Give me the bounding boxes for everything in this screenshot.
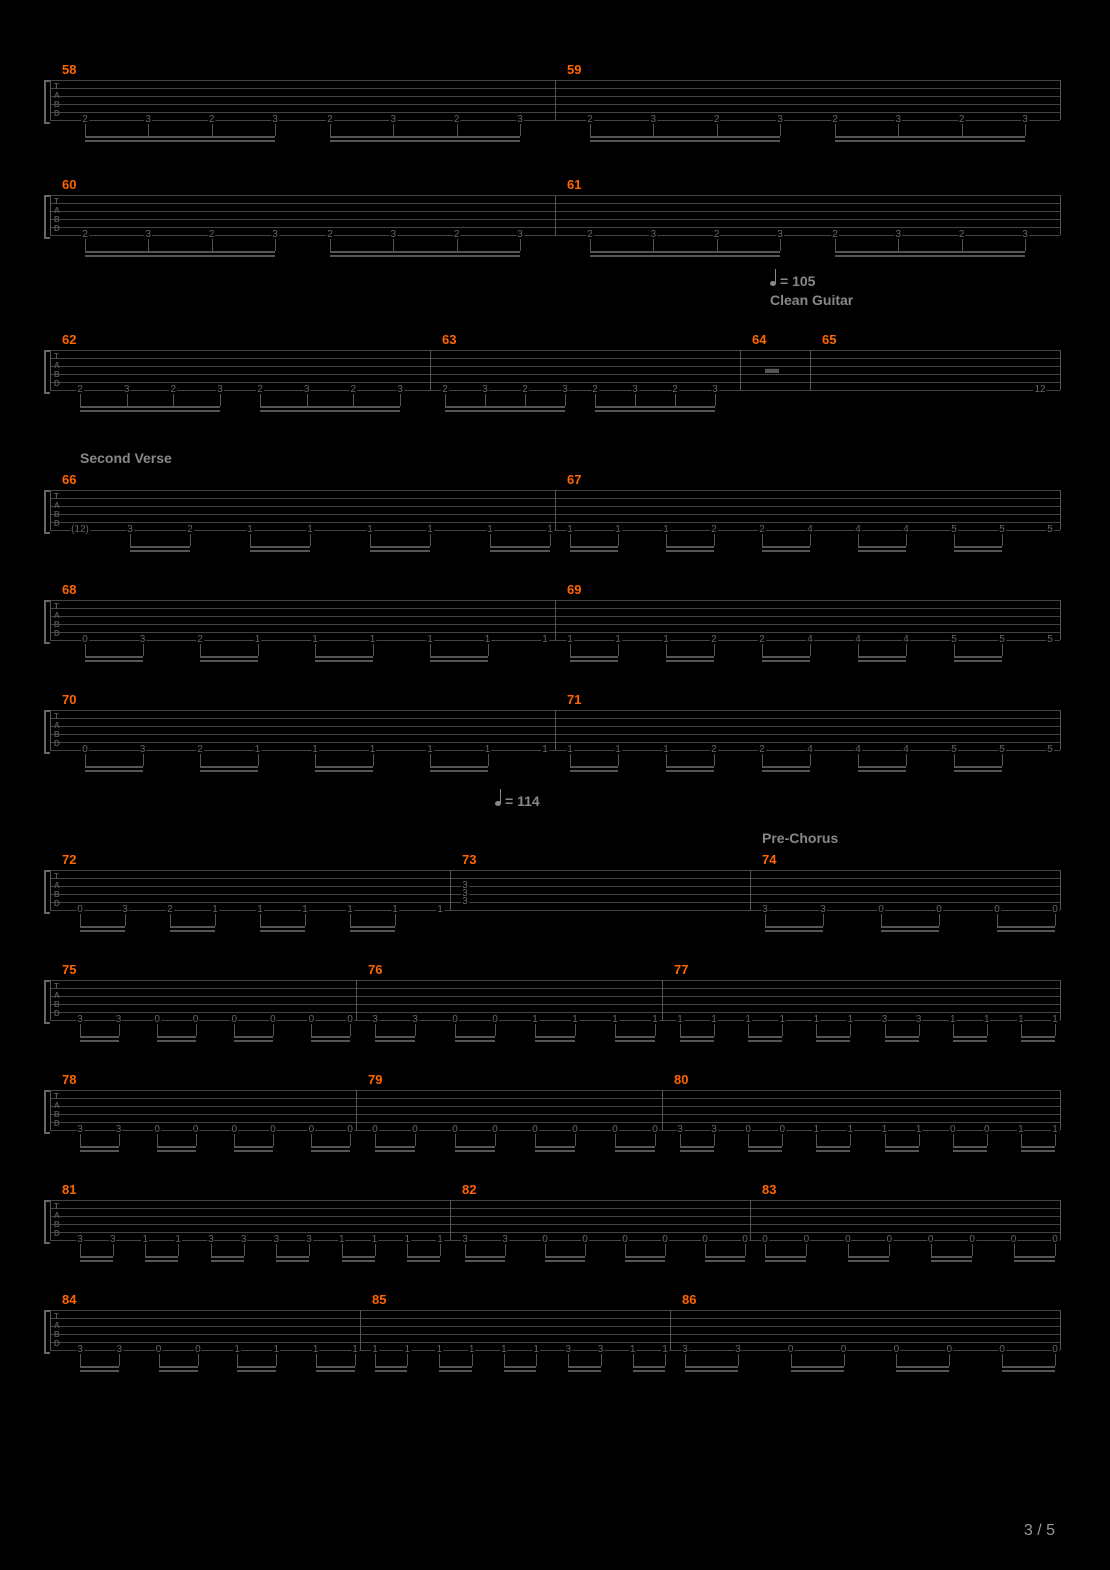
measure-number: 60 [62,177,76,192]
measure-number: 73 [462,852,476,867]
tempo-marking: = 105 [770,272,815,289]
tab-system-4: TABD686903211111111122444555 [50,600,1060,648]
tab-clef: TABD [54,602,60,638]
page-number: 3 / 5 [1024,1522,1055,1540]
tab-system-2: TABD62636465▬232323232323232312 [50,350,1060,398]
measure-number: 66 [62,472,76,487]
section-label: Clean Guitar [770,292,853,308]
tab-clef: TABD [54,712,60,748]
tab-clef: TABD [54,982,60,1018]
tab-clef: TABD [54,197,60,233]
fret-number: 1 [436,904,444,915]
tab-clef: TABD [54,82,60,118]
measure-number: 77 [674,962,688,977]
tab-system-7: TABD7576773300000033001111111111331111 [50,980,1060,1028]
fret-number: 5 [1046,744,1054,755]
measure-number: 64 [752,332,766,347]
tab-system-8: TABD7879803300000000000000330011110011 [50,1090,1060,1138]
measure-number: 72 [62,852,76,867]
fret-number: 5 [1046,524,1054,535]
section-label: Second Verse [80,450,172,466]
measure-number: 61 [567,177,581,192]
measure-number: 71 [567,692,581,707]
measure-number: 76 [368,962,382,977]
tab-clef: TABD [54,1092,60,1128]
measure-number: 78 [62,1072,76,1087]
measure-number: 68 [62,582,76,597]
tab-clef: TABD [54,872,60,908]
measure-number: 59 [567,62,581,77]
measure-number: 82 [462,1182,476,1197]
measure-number: 63 [442,332,456,347]
fret-number: 5 [1046,634,1054,645]
tab-system-9: TABD8182833311333311113300000000000000 [50,1200,1060,1248]
measure-number: 75 [62,962,76,977]
measure-number: 70 [62,692,76,707]
tab-clef: TABD [54,492,60,528]
tab-clef: TABD [54,1202,60,1238]
measure-number: 58 [62,62,76,77]
measure-number: 85 [372,1292,386,1307]
tab-clef: TABD [54,1312,60,1348]
measure-number: 74 [762,852,776,867]
section-label: Pre-Chorus [762,830,838,846]
measure-number: 79 [368,1072,382,1087]
measure-number: 84 [62,1292,76,1307]
fret-number: 1 [541,634,549,645]
measure-number: 69 [567,582,581,597]
fret-number: 1 [541,744,549,755]
tab-system-6: TABD727374032111111333330000 [50,870,1060,918]
measure-number: 65 [822,332,836,347]
tab-system-3: TABD6667(12)3211111111122444555 [50,490,1060,538]
tab-system-10: TABD84858633001111111111331133000000 [50,1310,1060,1358]
measure-number: 80 [674,1072,688,1087]
tab-clef: TABD [54,352,60,388]
tab-system-0: TABD58592323232323232323 [50,80,1060,128]
measure-number: 67 [567,472,581,487]
measure-number: 86 [682,1292,696,1307]
measure-number: 83 [762,1182,776,1197]
measure-number: 81 [62,1182,76,1197]
measure-number: 62 [62,332,76,347]
tab-system-1: TABD60612323232323232323 [50,195,1060,243]
tab-system-5: TABD707103211111111122444555 [50,710,1060,758]
tempo-marking: = 114 [495,792,540,809]
